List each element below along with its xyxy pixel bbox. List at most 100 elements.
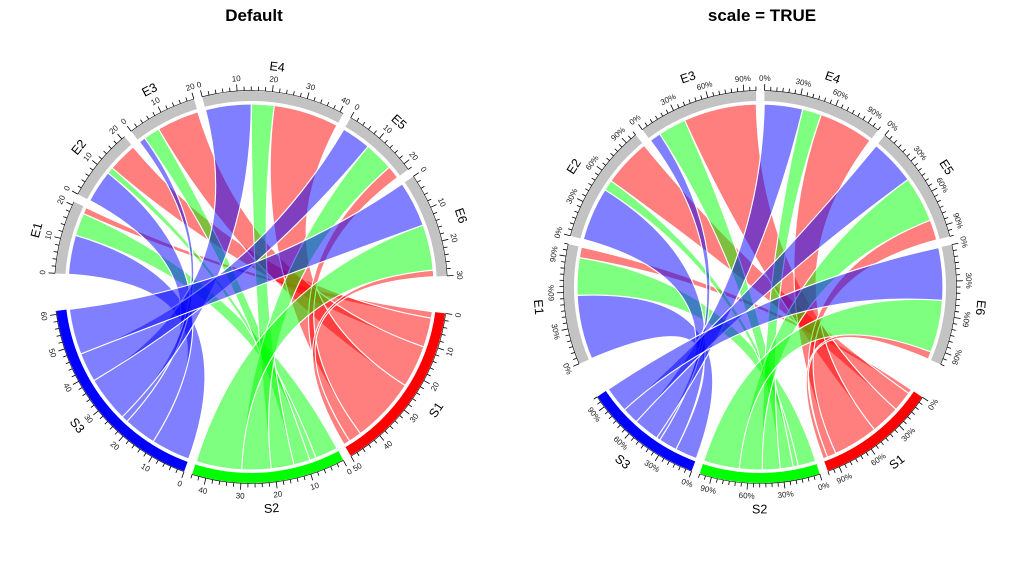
axis-tick-S2 xyxy=(734,481,736,486)
axis-tick-S2 xyxy=(323,469,327,474)
axis-tick-label-S1: 60% xyxy=(869,451,887,467)
axis-tick-label-S2: 30% xyxy=(777,489,794,500)
axis-tick-E2 xyxy=(614,148,618,152)
axis-tick-E1 xyxy=(58,229,63,232)
axis-tick-E4 xyxy=(800,88,803,95)
axis-tick-S3 xyxy=(672,463,676,468)
axis-tick-label-E2: 0 xyxy=(62,184,72,193)
axis-tick-E4 xyxy=(222,88,224,93)
axis-tick-E6 xyxy=(443,246,448,249)
sector-label-E6: E6 xyxy=(452,206,470,225)
axis-tick-E2 xyxy=(571,216,577,219)
axis-tick-S1 xyxy=(379,435,385,441)
axis-tick-S2 xyxy=(703,475,706,480)
axis-tick-E2 xyxy=(585,188,589,192)
axis-tick-E5 xyxy=(910,156,917,162)
chart-title: scale = TRUE xyxy=(707,6,817,25)
axis-tick-E3 xyxy=(638,124,643,130)
axis-tick-E2 xyxy=(591,177,596,181)
axis-tick-S1 xyxy=(885,437,889,442)
axis-tick-S1 xyxy=(403,409,410,415)
axis-tick-label-S3: 40 xyxy=(61,381,73,394)
axis-tick-E5 xyxy=(921,173,926,176)
axis-tick-E4 xyxy=(333,104,336,109)
axis-tick-S1 xyxy=(350,456,355,463)
axis-tick-label-E3: 0 xyxy=(119,116,128,126)
axis-line-E4 xyxy=(202,90,344,114)
chord-diagram-scaled: scale = TRUE 0% 30% 60% 90% E1 0% 30% 60% 90% E2 0… xyxy=(508,0,1016,578)
axis-tick-S1 xyxy=(399,415,403,419)
axis-tick-S3 xyxy=(650,451,654,456)
axis-tick-S3 xyxy=(645,448,649,453)
axis-tick-S1 xyxy=(855,458,858,463)
axis-tick-E4 xyxy=(835,99,839,106)
axis-tick-label-S2: 0 xyxy=(345,466,354,476)
axis-tick-E4 xyxy=(207,91,210,96)
axis-tick-E4 xyxy=(877,126,881,131)
axis-tick-E2 xyxy=(81,179,86,183)
axis-tick-S2 xyxy=(282,480,285,485)
axis-tick-E3 xyxy=(700,95,703,100)
sector-rim-E2 xyxy=(570,135,643,239)
axis-tick-S1 xyxy=(368,444,372,448)
axis-tick-S3 xyxy=(162,463,165,468)
axis-tick-label-E2: 30% xyxy=(565,187,580,205)
axis-tick-E6 xyxy=(435,218,440,221)
sector-label-S1: S1 xyxy=(887,452,908,472)
sector-rim-E6 xyxy=(404,176,447,277)
axis-tick-E3 xyxy=(644,122,648,127)
axis-tick-label-E6: 0% xyxy=(958,235,969,248)
axis-tick-S3 xyxy=(621,429,625,433)
axis-tick-E5 xyxy=(884,129,890,136)
axis-tick-label-E2: 0% xyxy=(553,226,565,240)
axis-tick-E5 xyxy=(889,135,893,140)
axis-tick-E4 xyxy=(862,116,866,120)
axis-tick-label-E6: 10 xyxy=(436,196,448,208)
axis-tick-E4 xyxy=(829,99,832,104)
axis-tick-S2 xyxy=(203,478,207,485)
axis-tick-E1 xyxy=(562,248,568,251)
axis-tick-E3 xyxy=(712,92,715,97)
chord-diagram-scaled-plot: 0% 30% 60% 90% E1 0% 30% 60% 90% E2 0% 30% 60% 90% E3 0… xyxy=(531,68,988,516)
axis-tick-S1 xyxy=(443,327,448,329)
axis-tick-S1 xyxy=(838,466,843,473)
axis-tick-S3 xyxy=(58,348,65,352)
axis-tick-S3 xyxy=(678,466,681,471)
axis-tick-E5 xyxy=(384,139,388,144)
axis-tick-label-S2: 60% xyxy=(738,491,755,501)
axis-tick-label-E4: 30 xyxy=(305,81,317,92)
axis-tick-S3 xyxy=(667,461,670,466)
axis-tick-label-S2: 90% xyxy=(699,483,717,496)
axis-tick-S3 xyxy=(155,459,159,464)
axis-tick-label-E2: 60% xyxy=(584,154,601,172)
sector-label-S1: S1 xyxy=(426,400,446,421)
axis-tick-E6 xyxy=(413,172,419,177)
axis-tick-S2 xyxy=(716,478,718,483)
axis-tick-label-E5: 20 xyxy=(407,150,420,163)
axis-tick-S3 xyxy=(118,435,124,442)
axis-tick-S2 xyxy=(310,474,314,481)
axis-tick-E1 xyxy=(562,322,567,325)
axis-tick-E1 xyxy=(63,216,68,219)
axis-tick-E1 xyxy=(65,209,70,212)
axis-tick-E2 xyxy=(113,140,117,144)
axis-tick-S1 xyxy=(384,430,388,434)
axis-tick-E5 xyxy=(928,183,933,187)
axis-tick-label-S1: 0% xyxy=(926,397,940,412)
axis-tick-S1 xyxy=(423,380,430,384)
axis-tick-E6 xyxy=(433,211,438,215)
sector-rim-E5 xyxy=(345,118,409,176)
axis-tick-E4 xyxy=(788,88,790,93)
axis-tick-S2 xyxy=(303,476,306,481)
axis-tick-E2 xyxy=(71,190,79,195)
axis-tick-S3 xyxy=(604,411,609,415)
axis-tick-E1 xyxy=(60,223,65,226)
axis-tick-E6 xyxy=(445,260,450,263)
axis-tick-S1 xyxy=(827,471,830,476)
axis-line-S3 xyxy=(55,310,185,473)
axis-tick-S3 xyxy=(68,368,73,371)
chart-title: Default xyxy=(225,6,283,25)
axis-tick-S1 xyxy=(444,320,449,322)
sector-label-E6: E6 xyxy=(973,299,988,316)
axis-tick-E2 xyxy=(618,144,623,148)
